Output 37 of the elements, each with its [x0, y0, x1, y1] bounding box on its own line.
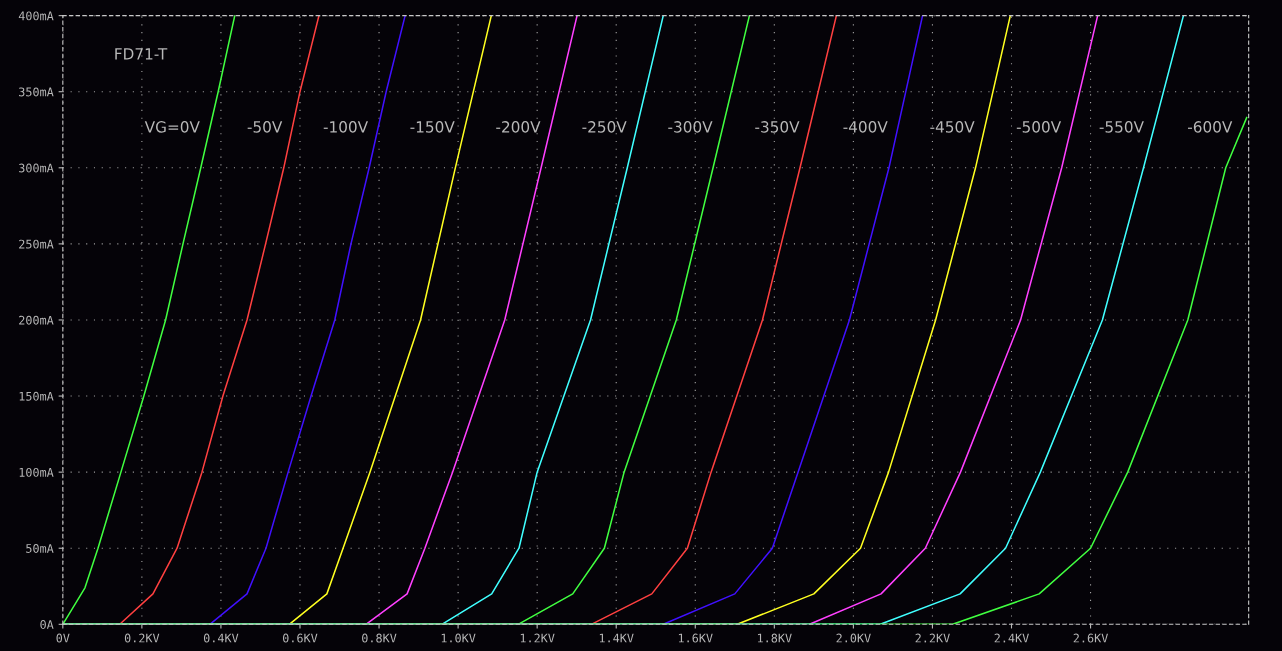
series-label: -450V	[930, 121, 975, 133]
series-label: -100V	[323, 121, 368, 133]
series-label: -200V	[496, 121, 541, 133]
series-label: -600V	[1187, 121, 1233, 133]
y-tick-label: 250mA	[19, 239, 54, 249]
series-label: -50V	[247, 121, 283, 133]
x-tick-label: 1.0KV	[441, 633, 476, 643]
series-label: -400V	[843, 121, 888, 133]
series-label: -150V	[410, 121, 455, 133]
series-label: -250V	[582, 121, 627, 133]
series-label: -500V	[1016, 121, 1062, 133]
series-label: -350V	[755, 121, 800, 133]
y-tick-label: 150mA	[19, 391, 54, 401]
series-label: -550V	[1099, 121, 1144, 133]
x-tick-label: 2.0KV	[836, 633, 871, 643]
series-label: -300V	[668, 121, 713, 133]
y-tick-label: 50mA	[26, 543, 54, 553]
y-tick-label: 350mA	[19, 87, 54, 97]
x-tick-label: 2.6KV	[1073, 633, 1108, 643]
x-tick-label: 0.8KV	[362, 633, 397, 643]
series-label: VG=0V	[144, 121, 200, 133]
x-tick-label: 2.4KV	[994, 633, 1029, 643]
x-tick-label: 2.2KV	[915, 633, 950, 643]
x-tick-label: 0.2KV	[124, 633, 160, 643]
y-tick-label: 200mA	[19, 315, 54, 325]
y-tick-label: 0A	[40, 620, 54, 629]
x-tick-label: 0.4KV	[203, 633, 239, 643]
x-tick-label: 1.8KV	[757, 633, 792, 643]
x-tick-label: 1.2KV	[520, 633, 555, 643]
text: FD71-T	[115, 48, 168, 60]
x-tick-label: 1.6KV	[678, 633, 713, 643]
y-tick-label: 400mA	[18, 11, 54, 21]
x-tick-label: 1.4KV	[599, 633, 634, 643]
x-tick-label: 0V	[56, 633, 70, 643]
x-tick-label: 0.6KV	[282, 633, 318, 643]
y-tick-label: 100mA	[19, 467, 54, 477]
y-tick-label: 300mA	[19, 163, 54, 173]
